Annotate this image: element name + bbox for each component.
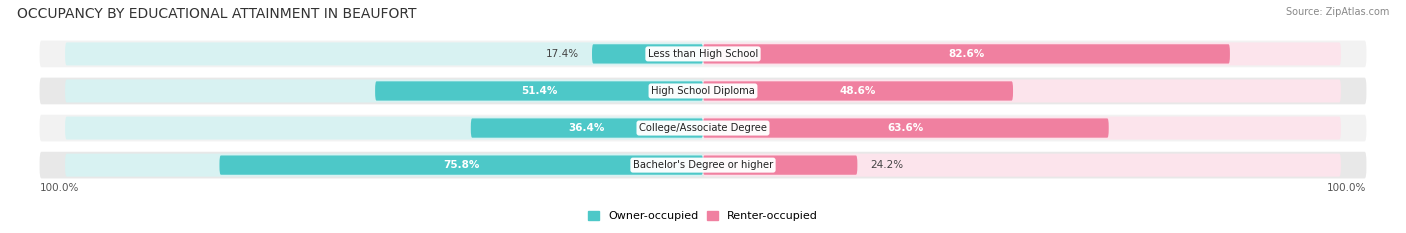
FancyBboxPatch shape bbox=[39, 152, 1367, 178]
FancyBboxPatch shape bbox=[65, 154, 703, 177]
FancyBboxPatch shape bbox=[592, 44, 703, 64]
Text: Bachelor's Degree or higher: Bachelor's Degree or higher bbox=[633, 160, 773, 170]
FancyBboxPatch shape bbox=[703, 155, 858, 175]
Text: High School Diploma: High School Diploma bbox=[651, 86, 755, 96]
Text: 75.8%: 75.8% bbox=[443, 160, 479, 170]
FancyBboxPatch shape bbox=[703, 79, 1341, 103]
Text: Source: ZipAtlas.com: Source: ZipAtlas.com bbox=[1285, 7, 1389, 17]
Text: 100.0%: 100.0% bbox=[1327, 183, 1367, 193]
FancyBboxPatch shape bbox=[65, 116, 703, 140]
Text: 100.0%: 100.0% bbox=[39, 183, 79, 193]
FancyBboxPatch shape bbox=[39, 41, 1367, 67]
FancyBboxPatch shape bbox=[703, 116, 1341, 140]
FancyBboxPatch shape bbox=[375, 81, 703, 101]
Text: 82.6%: 82.6% bbox=[948, 49, 984, 59]
FancyBboxPatch shape bbox=[471, 118, 703, 138]
Text: Less than High School: Less than High School bbox=[648, 49, 758, 59]
Text: OCCUPANCY BY EDUCATIONAL ATTAINMENT IN BEAUFORT: OCCUPANCY BY EDUCATIONAL ATTAINMENT IN B… bbox=[17, 7, 416, 21]
FancyBboxPatch shape bbox=[703, 81, 1012, 101]
FancyBboxPatch shape bbox=[703, 44, 1230, 64]
Text: 17.4%: 17.4% bbox=[546, 49, 579, 59]
FancyBboxPatch shape bbox=[703, 118, 1109, 138]
FancyBboxPatch shape bbox=[39, 115, 1367, 141]
FancyBboxPatch shape bbox=[219, 155, 703, 175]
FancyBboxPatch shape bbox=[65, 42, 703, 65]
Text: College/Associate Degree: College/Associate Degree bbox=[638, 123, 768, 133]
Text: 48.6%: 48.6% bbox=[839, 86, 876, 96]
FancyBboxPatch shape bbox=[703, 154, 1341, 177]
FancyBboxPatch shape bbox=[39, 78, 1367, 104]
Text: 63.6%: 63.6% bbox=[887, 123, 924, 133]
Text: 24.2%: 24.2% bbox=[870, 160, 903, 170]
Text: 36.4%: 36.4% bbox=[568, 123, 605, 133]
FancyBboxPatch shape bbox=[703, 42, 1341, 65]
FancyBboxPatch shape bbox=[65, 79, 703, 103]
Legend: Owner-occupied, Renter-occupied: Owner-occupied, Renter-occupied bbox=[588, 211, 818, 221]
Text: 51.4%: 51.4% bbox=[520, 86, 557, 96]
